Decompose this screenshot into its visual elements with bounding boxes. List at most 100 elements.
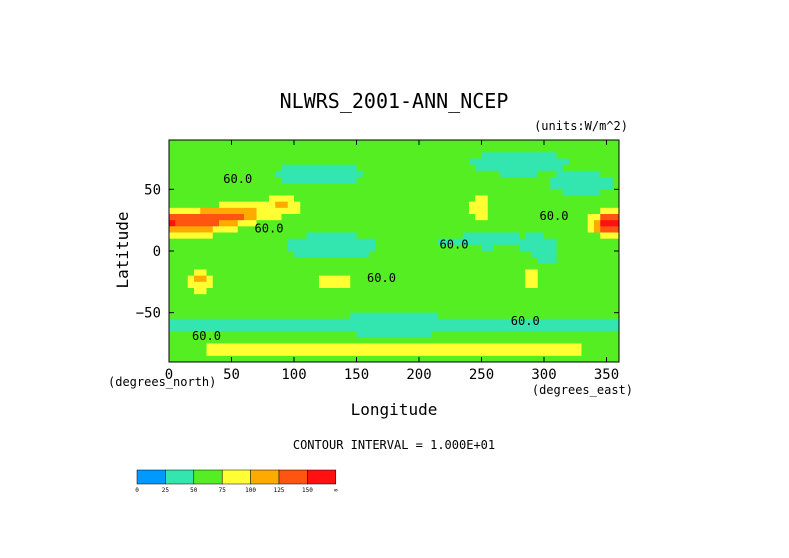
contour-cell <box>612 269 620 277</box>
contour-cell <box>287 207 295 215</box>
contour-cell <box>469 343 476 351</box>
contour-cell <box>287 164 295 172</box>
contour-cell <box>494 263 501 270</box>
contour-cell <box>606 152 614 159</box>
contour-cell <box>525 226 532 233</box>
contour-cell <box>469 281 476 289</box>
contour-cell <box>300 306 307 314</box>
contour-cell <box>369 355 376 363</box>
contour-cell <box>550 146 557 153</box>
contour-cell <box>219 325 226 332</box>
colorbar-swatch <box>278 469 308 485</box>
y-tick-label: −50 <box>136 306 161 322</box>
contour-cell <box>519 300 526 307</box>
contour-cell <box>431 140 439 147</box>
contour-cell <box>525 214 532 221</box>
contour-cell <box>581 201 589 209</box>
contour-cell <box>200 355 207 363</box>
contour-cell <box>300 146 307 153</box>
contour-cell <box>237 343 245 351</box>
contour-cell <box>425 238 432 246</box>
contour-cell <box>275 214 282 221</box>
contour-cell <box>550 281 557 289</box>
contour-cell <box>494 189 501 196</box>
contour-cell <box>581 257 589 264</box>
contour-cell <box>606 158 614 166</box>
contour-cell <box>562 275 570 283</box>
contour-cell <box>575 257 582 264</box>
contour-cell <box>531 288 539 295</box>
contour-cell <box>231 281 239 289</box>
contour-cell <box>256 207 264 215</box>
contour-cell <box>431 146 439 153</box>
contour-cell <box>387 232 395 240</box>
contour-cell <box>487 152 495 159</box>
contour-cell <box>525 300 532 307</box>
contour-cell <box>531 214 539 221</box>
contour-cell <box>394 263 401 270</box>
contour-cell <box>525 306 532 314</box>
contour-cell <box>325 325 332 332</box>
contour-cell <box>437 318 445 326</box>
contour-cell <box>594 201 601 209</box>
contour-cell <box>237 146 245 153</box>
contour-cell <box>219 146 226 153</box>
contour-cell <box>606 275 614 283</box>
contour-cell <box>325 140 332 147</box>
contour-cell <box>437 207 445 215</box>
contour-cell <box>487 331 495 338</box>
contour-cell <box>512 349 520 357</box>
contour-cell <box>481 232 489 240</box>
contour-cell <box>519 183 526 190</box>
contour-cell <box>344 263 351 270</box>
contour-cell <box>356 312 364 320</box>
contour-cell <box>437 220 445 227</box>
contour-cell <box>425 257 432 264</box>
contour-cell <box>569 152 576 159</box>
contour-cell <box>262 152 270 159</box>
contour-cell <box>212 140 220 147</box>
contour-cell <box>494 244 501 252</box>
contour-cell <box>306 220 314 227</box>
contour-cell <box>419 312 426 320</box>
contour-cell <box>337 207 345 215</box>
contour-cell <box>262 232 270 240</box>
contour-cell <box>337 177 345 184</box>
contour-cell <box>250 146 257 153</box>
contour-cell <box>275 337 282 344</box>
contour-cell <box>531 244 539 252</box>
contour-cell <box>581 325 589 332</box>
contour-cell <box>331 232 339 240</box>
contour-cell <box>469 257 476 264</box>
contour-cell <box>544 226 551 233</box>
contour-cell <box>344 214 351 221</box>
contour-cell <box>275 275 282 283</box>
contour-cell <box>462 195 470 203</box>
contour-cell <box>244 220 251 227</box>
contour-cell <box>612 337 620 344</box>
contour-cell <box>244 238 251 246</box>
contour-cell <box>581 300 589 307</box>
contour-cell <box>350 355 357 363</box>
contour-cell <box>362 195 370 203</box>
contour-cell <box>406 183 414 190</box>
contour-cell <box>600 232 607 240</box>
contour-cell <box>575 183 582 190</box>
contour-cell <box>412 232 420 240</box>
contour-cell <box>531 220 539 227</box>
contour-cell <box>387 195 395 203</box>
contour-cell <box>606 238 614 246</box>
contour-cell <box>244 306 251 314</box>
contour-cell <box>475 343 482 351</box>
contour-cell <box>537 244 545 252</box>
contour-cell <box>450 355 457 363</box>
contour-cell <box>469 263 476 270</box>
contour-cell <box>312 214 320 221</box>
contour-cell <box>225 331 232 338</box>
contour-cell <box>231 201 239 209</box>
contour-cell <box>400 201 407 209</box>
contour-cell <box>544 189 551 196</box>
contour-cell <box>294 251 301 258</box>
contour-cell <box>494 288 501 295</box>
contour-cell <box>237 349 245 357</box>
